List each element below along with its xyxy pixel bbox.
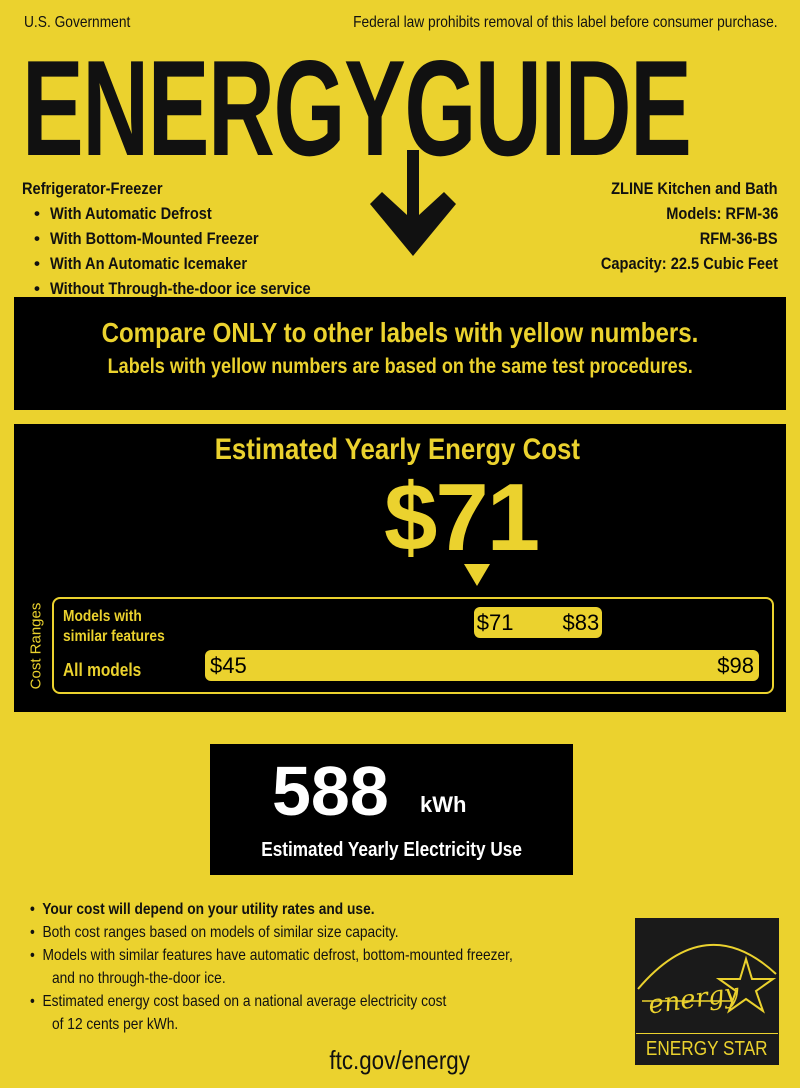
models: Models: RFM-36 bbox=[665, 204, 778, 223]
us-government-label: U.S. Government bbox=[24, 14, 131, 31]
all-max: $98 bbox=[717, 653, 754, 678]
note-item: • Both cost ranges based on models of si… bbox=[30, 924, 399, 941]
kwh-unit: kWh bbox=[420, 792, 467, 817]
electricity-use-box: 588 kWh Estimated Yearly Electricity Use bbox=[210, 744, 573, 875]
all-models-range-bar: $45 $98 bbox=[205, 650, 759, 681]
energy-star-label: ENERGY STAR bbox=[646, 1038, 768, 1060]
arrow-down-icon bbox=[370, 150, 456, 256]
similar-max: $83 bbox=[562, 610, 600, 635]
energyguide-title: ENERGYGUIDE bbox=[22, 32, 692, 184]
compare-notice: Compare ONLY to other labels with yellow… bbox=[14, 297, 786, 410]
yearly-cost-section: Estimated Yearly Energy Cost $71 Cost Ra… bbox=[14, 424, 786, 712]
product-features: Refrigerator-Freezer With Automatic Defr… bbox=[22, 176, 353, 301]
cost-ranges-label: Cost Ranges bbox=[27, 602, 45, 690]
brand: ZLINE Kitchen and Bath bbox=[611, 179, 778, 198]
cost-value: $71 bbox=[384, 464, 540, 571]
note-item-continued: of 12 cents per kWh. bbox=[52, 1016, 179, 1033]
model-2: RFM-36-BS bbox=[700, 229, 778, 248]
similar-min: $71 bbox=[476, 610, 514, 635]
energy-star-logo: energy ENERGY STAR bbox=[635, 918, 779, 1065]
divider bbox=[636, 1033, 778, 1034]
note-item: • Estimated energy cost based on a natio… bbox=[30, 993, 447, 1010]
feature-item: With Bottom-Mounted Freezer bbox=[34, 226, 353, 251]
similar-models-label: Models with similar features bbox=[63, 608, 165, 645]
product-type: Refrigerator-Freezer bbox=[22, 179, 163, 198]
similar-models-range-bar: $71 $83 bbox=[473, 607, 603, 638]
federal-law-notice: Federal law prohibits removal of this la… bbox=[353, 14, 778, 31]
kwh-value: 588 bbox=[272, 752, 389, 830]
energy-star-icon: energy bbox=[637, 943, 777, 1021]
kwh-label: Estimated Yearly Electricity Use bbox=[261, 839, 522, 861]
capacity: Capacity: 22.5 Cubic Feet bbox=[600, 254, 778, 273]
ftc-url[interactable]: ftc.gov/energy bbox=[329, 1045, 471, 1075]
feature-item: With Automatic Defrost bbox=[34, 201, 353, 226]
note-item: • Your cost will depend on your utility … bbox=[30, 901, 375, 918]
note-item-continued: and no through-the-door ice. bbox=[52, 970, 226, 987]
feature-item: With An Automatic Icemaker bbox=[34, 251, 353, 276]
compare-line-2: Labels with yellow numbers are based on … bbox=[107, 355, 693, 378]
cost-heading: Estimated Yearly Energy Cost bbox=[214, 433, 580, 466]
compare-line-1: Compare ONLY to other labels with yellow… bbox=[101, 317, 699, 348]
cost-pointer-icon bbox=[463, 564, 490, 586]
cost-ranges-box: Models with similar features All models … bbox=[52, 597, 774, 694]
all-min: $45 bbox=[210, 653, 247, 678]
manufacturer-info: ZLINE Kitchen and Bath Models: RFM-36 RF… bbox=[572, 176, 778, 276]
feature-item: Without Through-the-door ice service bbox=[34, 276, 353, 301]
notes: • Your cost will depend on your utility … bbox=[30, 898, 591, 1036]
note-item: • Models with similar features have auto… bbox=[30, 947, 513, 964]
all-models-label: All models bbox=[63, 660, 142, 680]
